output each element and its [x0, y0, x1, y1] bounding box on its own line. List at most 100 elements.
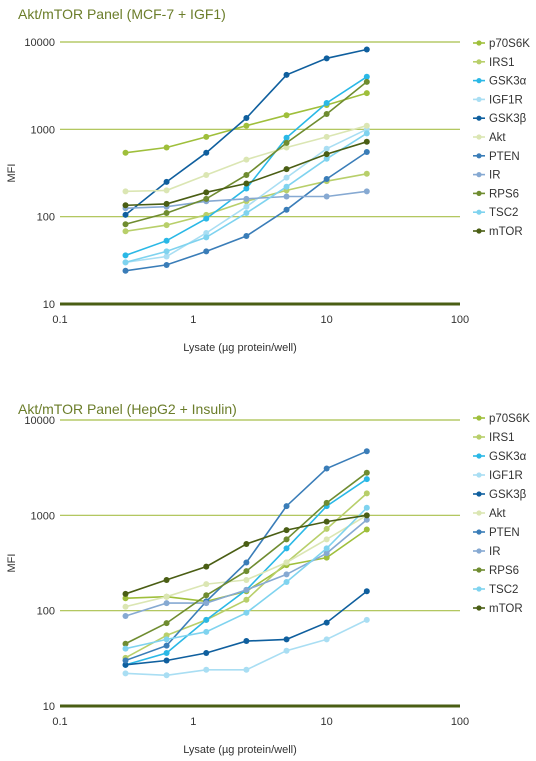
data-point [122, 149, 129, 156]
y-tick-label: 10 [43, 299, 55, 311]
legend-marker [476, 510, 482, 516]
data-point [243, 180, 250, 187]
data-point [203, 600, 210, 607]
data-point [203, 616, 210, 623]
legend-label: mTOR [489, 603, 523, 615]
legend-marker [476, 472, 482, 478]
data-point [203, 171, 210, 178]
data-point [122, 259, 129, 266]
legend-label: RPS6 [489, 565, 519, 577]
data-point [363, 588, 370, 595]
y-axis-label: MFI [6, 554, 18, 573]
data-point [323, 193, 330, 200]
data-point [283, 193, 290, 200]
data-point [243, 541, 250, 548]
data-point [243, 568, 250, 575]
data-point [122, 202, 129, 209]
data-point [243, 122, 250, 129]
data-point [203, 649, 210, 656]
legend-label: TSC2 [489, 207, 518, 219]
data-point [323, 175, 330, 182]
legend-label: IRS1 [489, 432, 515, 444]
data-point [122, 612, 129, 619]
data-point [323, 55, 330, 62]
legend-label: GSK3β [489, 489, 527, 501]
data-point [163, 636, 170, 643]
data-point [243, 203, 250, 210]
data-point [363, 616, 370, 623]
x-tick-label: 10 [321, 716, 333, 728]
chart-hepg2: 10 100 1000 10000 0.1 1 10 100 Lysate (µg protei… [6, 413, 530, 756]
data-point [163, 248, 170, 255]
data-point [243, 156, 250, 163]
legend-label: GSK3α [489, 451, 527, 463]
data-point [122, 252, 129, 259]
x-tick-label: 0.1 [52, 314, 67, 326]
data-point [163, 620, 170, 627]
data-point [283, 166, 290, 173]
legend-marker [476, 567, 482, 573]
data-point [363, 476, 370, 483]
data-point [122, 595, 129, 602]
legend-label: PTEN [489, 151, 520, 163]
data-point [203, 133, 210, 140]
data-point [203, 234, 210, 241]
data-point [203, 189, 210, 196]
data-point [323, 465, 330, 472]
legend-marker [476, 491, 482, 497]
data-point [323, 151, 330, 158]
data-point [363, 46, 370, 53]
legend-marker [476, 548, 482, 554]
data-point [163, 144, 170, 151]
data-point [283, 571, 290, 578]
data-point [363, 516, 370, 523]
data-point [122, 267, 129, 274]
data-point [323, 499, 330, 506]
legend-marker [476, 190, 482, 196]
y-tick-label: 100 [37, 606, 55, 618]
legend-marker [476, 59, 482, 65]
data-point [163, 600, 170, 607]
legend-marker [476, 228, 482, 234]
data-point [163, 178, 170, 185]
data-point [122, 670, 129, 677]
data-point [283, 636, 290, 643]
data-point [243, 596, 250, 603]
data-point [203, 581, 210, 588]
data-point [283, 536, 290, 543]
data-point [243, 171, 250, 178]
data-point [122, 645, 129, 652]
data-point [283, 206, 290, 213]
data-point [243, 609, 250, 616]
data-point [163, 672, 170, 679]
data-point [243, 586, 250, 593]
legend-marker [476, 453, 482, 459]
y-tick-label: 1000 [31, 124, 55, 136]
data-point [283, 134, 290, 141]
legend-label: GSK3α [489, 76, 527, 88]
legend-marker [476, 40, 482, 46]
legend-label: IGF1R [489, 470, 523, 482]
data-point [243, 185, 250, 192]
x-tick-label: 100 [451, 314, 469, 326]
data-point [283, 71, 290, 78]
data-point [163, 253, 170, 260]
data-point [283, 112, 290, 119]
data-point [283, 503, 290, 510]
data-point [363, 122, 370, 129]
data-point [363, 526, 370, 533]
data-point [323, 518, 330, 525]
data-point [363, 138, 370, 145]
data-point [283, 545, 290, 552]
data-point [203, 592, 210, 599]
data-point [363, 130, 370, 137]
legend-marker [476, 586, 482, 592]
data-point [323, 619, 330, 626]
legend-marker [476, 134, 482, 140]
legend-label: mTOR [489, 226, 523, 238]
legend-marker [476, 115, 482, 121]
data-point [203, 195, 210, 202]
legend-label: GSK3β [489, 113, 527, 125]
legend-marker [476, 96, 482, 102]
x-tick-label: 0.1 [52, 716, 67, 728]
